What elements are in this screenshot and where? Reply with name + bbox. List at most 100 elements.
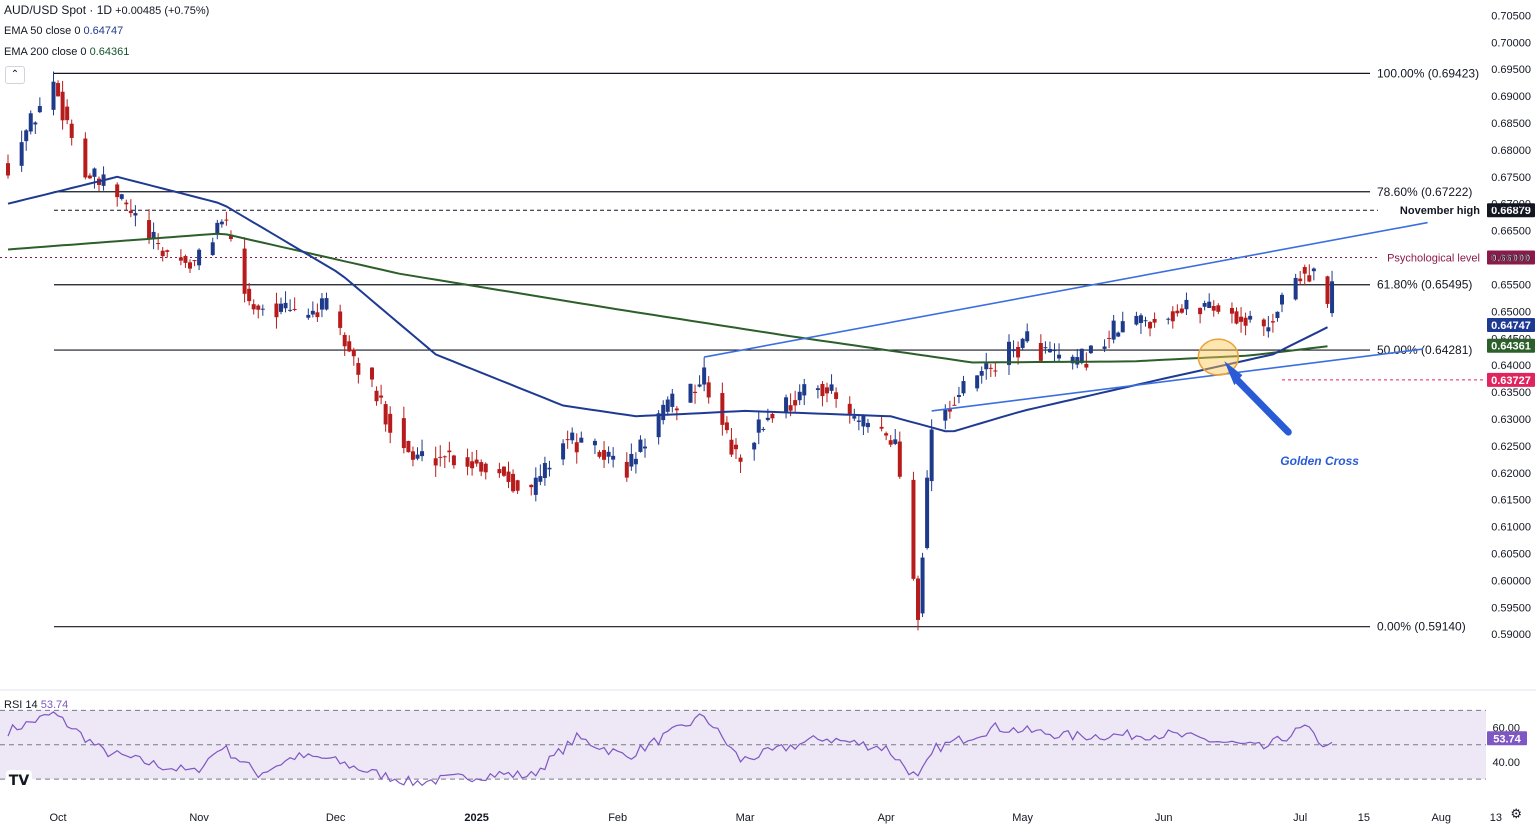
candle-body [256,305,261,310]
candle-body [761,428,766,430]
candle-body [574,442,579,453]
y-tick-label-5: 0.68000 [1491,145,1531,157]
candle-body [1102,346,1107,349]
candle-body [979,371,984,376]
candle-body [242,248,247,294]
candle-body [611,455,616,460]
y-tick-label-13: 0.64000 [1491,360,1531,372]
ema50-value: 0.64747 [83,25,124,37]
candle-body [802,384,807,396]
candle-body [929,429,934,482]
candle-body [210,242,215,256]
y-tick-label-6: 0.67500 [1491,172,1531,184]
candle-body [1038,342,1043,361]
candle-body [470,461,475,469]
candle-body [1052,350,1057,352]
candle-body [115,184,120,198]
candle-body [465,457,470,467]
candle-body [370,367,374,380]
candle-body [597,451,602,457]
candle-body [28,113,33,132]
candle-body [197,249,202,266]
fib-label-0: 100.00% (0.69423) [1377,66,1479,80]
candle-body [1134,315,1139,325]
candle-body [770,413,775,419]
reference-tag-1 [1487,250,1535,265]
candle-body [1307,275,1312,282]
legend-rsi[interactable]: RSI 14 53.74 [4,698,68,712]
price-tag-text-0: 0.64747 [1491,320,1531,332]
candle-body [347,341,352,352]
candle-body [884,433,889,436]
candle-body [852,416,857,419]
x-tick-label-11: Aug [1431,812,1451,824]
candle-body [579,437,584,443]
reference-label-1: Psychological level [1387,253,1480,265]
price-tag-text-2: 0.63727 [1491,375,1531,387]
candle-body [1170,311,1175,322]
tradingview-logo[interactable]: TV [6,770,32,792]
x-tick-label-9: Jul [1293,812,1307,824]
candle-body [825,387,829,394]
candle-body [820,383,825,397]
candle-body [356,363,361,375]
x-tick-label-2: Dec [326,812,346,824]
candle-body [756,419,761,433]
candle-body [952,404,957,406]
candle-body [119,194,124,199]
candle-body [602,450,607,460]
candle-body [383,404,388,425]
legend-ema200[interactable]: EMA 200 close 0 0.64361 [4,45,129,59]
candle-body [879,426,884,429]
candle-body [224,219,229,221]
y-tick-label-0: 0.70500 [1491,10,1531,22]
candle-body [165,250,170,252]
x-tick-label-1: Nov [189,812,209,824]
candle-body [178,257,183,261]
candle-body [674,408,679,411]
candle-body [410,451,415,460]
candle-body [24,130,29,142]
candle-body [1148,322,1153,329]
candle-body [1248,315,1253,320]
legend-ema50[interactable]: EMA 50 close 0 0.64747 [4,24,123,38]
candle-body [565,439,570,441]
candle-body [183,256,188,263]
candle-body [784,397,789,413]
gear-icon[interactable]: ⚙ [1510,806,1522,821]
y-tick-label-14: 0.63500 [1491,387,1531,399]
candle-body [570,432,575,441]
y-tick-label-22: 0.59500 [1491,602,1531,614]
golden-cross-label: Golden Cross [1280,454,1359,468]
candle-body [6,163,10,176]
rsi-tick-label-1: 40.00 [1492,757,1520,769]
candle-body [60,91,65,121]
candle-body [865,422,870,428]
candle-body [251,304,256,310]
y-tick-label-19: 0.61000 [1491,522,1531,534]
candle-body [1211,305,1216,311]
candle-body [474,459,479,464]
candle-body [133,213,138,216]
candle-body [1070,356,1075,364]
candle-body [893,439,898,444]
candle-body [188,262,192,269]
y-tick-label-7: 0.67000 [1491,199,1531,211]
candle-body [479,462,484,472]
candle-body [984,363,989,370]
x-tick-label-4: Feb [608,812,627,824]
candle-body [315,312,320,318]
chevron-up-icon[interactable]: ⌃ [5,66,25,84]
candle-body [592,440,597,446]
candle-body [124,202,129,205]
y-tick-label-23: 0.59000 [1491,629,1531,641]
arrow-shaft [1232,375,1292,436]
trendline-0 [704,221,1428,358]
candle-body [1261,319,1266,327]
reference-tag-0 [1487,203,1535,218]
candle-body [1216,305,1221,312]
candle-body [1043,347,1048,349]
candle-body [292,308,297,310]
candle-body [1270,321,1275,323]
